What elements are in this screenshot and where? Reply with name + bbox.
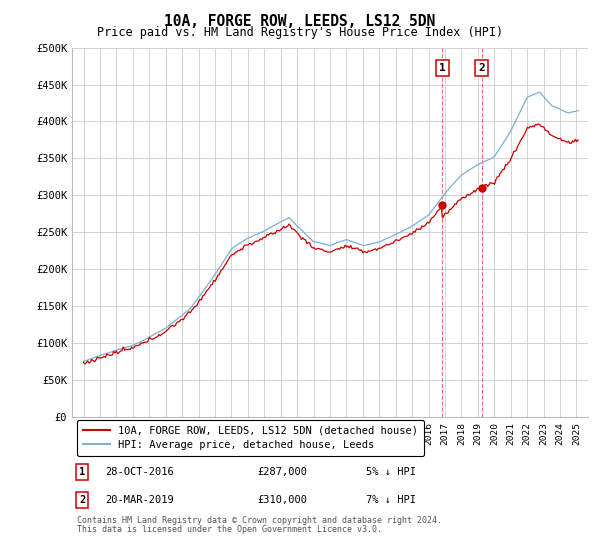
Text: 10A, FORGE ROW, LEEDS, LS12 5DN: 10A, FORGE ROW, LEEDS, LS12 5DN [164,14,436,29]
Text: £310,000: £310,000 [258,494,308,505]
Text: 2: 2 [478,63,485,73]
Text: £287,000: £287,000 [258,467,308,477]
Text: Price paid vs. HM Land Registry's House Price Index (HPI): Price paid vs. HM Land Registry's House … [97,26,503,39]
Text: 1: 1 [79,467,85,477]
Text: This data is licensed under the Open Government Licence v3.0.: This data is licensed under the Open Gov… [77,525,382,534]
Text: 5% ↓ HPI: 5% ↓ HPI [366,467,416,477]
Text: 20-MAR-2019: 20-MAR-2019 [106,494,174,505]
Text: 1: 1 [439,63,446,73]
Legend: 10A, FORGE ROW, LEEDS, LS12 5DN (detached house), HPI: Average price, detached h: 10A, FORGE ROW, LEEDS, LS12 5DN (detache… [77,419,424,456]
Text: Contains HM Land Registry data © Crown copyright and database right 2024.: Contains HM Land Registry data © Crown c… [77,516,442,525]
Text: 2: 2 [79,494,85,505]
Text: 7% ↓ HPI: 7% ↓ HPI [366,494,416,505]
Text: 28-OCT-2016: 28-OCT-2016 [106,467,174,477]
